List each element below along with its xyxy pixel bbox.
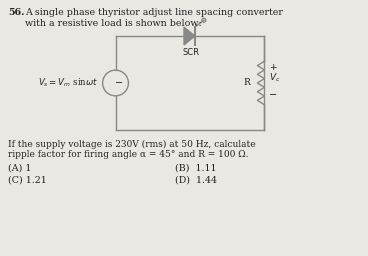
Text: (C) 1.21: (C) 1.21 xyxy=(8,175,47,185)
Text: −: − xyxy=(269,90,277,100)
Polygon shape xyxy=(184,27,195,45)
Text: SCR: SCR xyxy=(183,48,199,57)
Text: If the supply voltage is 230V (rms) at 50 Hz, calculate: If the supply voltage is 230V (rms) at 5… xyxy=(8,140,256,149)
Text: R: R xyxy=(244,79,251,88)
Text: (B)  1.11: (B) 1.11 xyxy=(175,164,216,173)
Text: with a resistive load is shown below:: with a resistive load is shown below: xyxy=(25,19,202,28)
Text: ripple factor for firing angle α = 45° and R = 100 Ω.: ripple factor for firing angle α = 45° a… xyxy=(8,150,249,159)
Text: A single phase thyristor adjust line spacing converter: A single phase thyristor adjust line spa… xyxy=(25,8,283,17)
Text: −: − xyxy=(116,79,124,89)
Text: (D)  1.44: (D) 1.44 xyxy=(175,175,217,185)
Text: +: + xyxy=(269,63,277,72)
Text: (A) 1: (A) 1 xyxy=(8,164,32,173)
Text: 56.: 56. xyxy=(8,8,25,17)
Text: $V_c$: $V_c$ xyxy=(269,72,281,84)
Text: $V_s = V_m$ sin$\omega t$: $V_s = V_m$ sin$\omega t$ xyxy=(38,77,99,89)
